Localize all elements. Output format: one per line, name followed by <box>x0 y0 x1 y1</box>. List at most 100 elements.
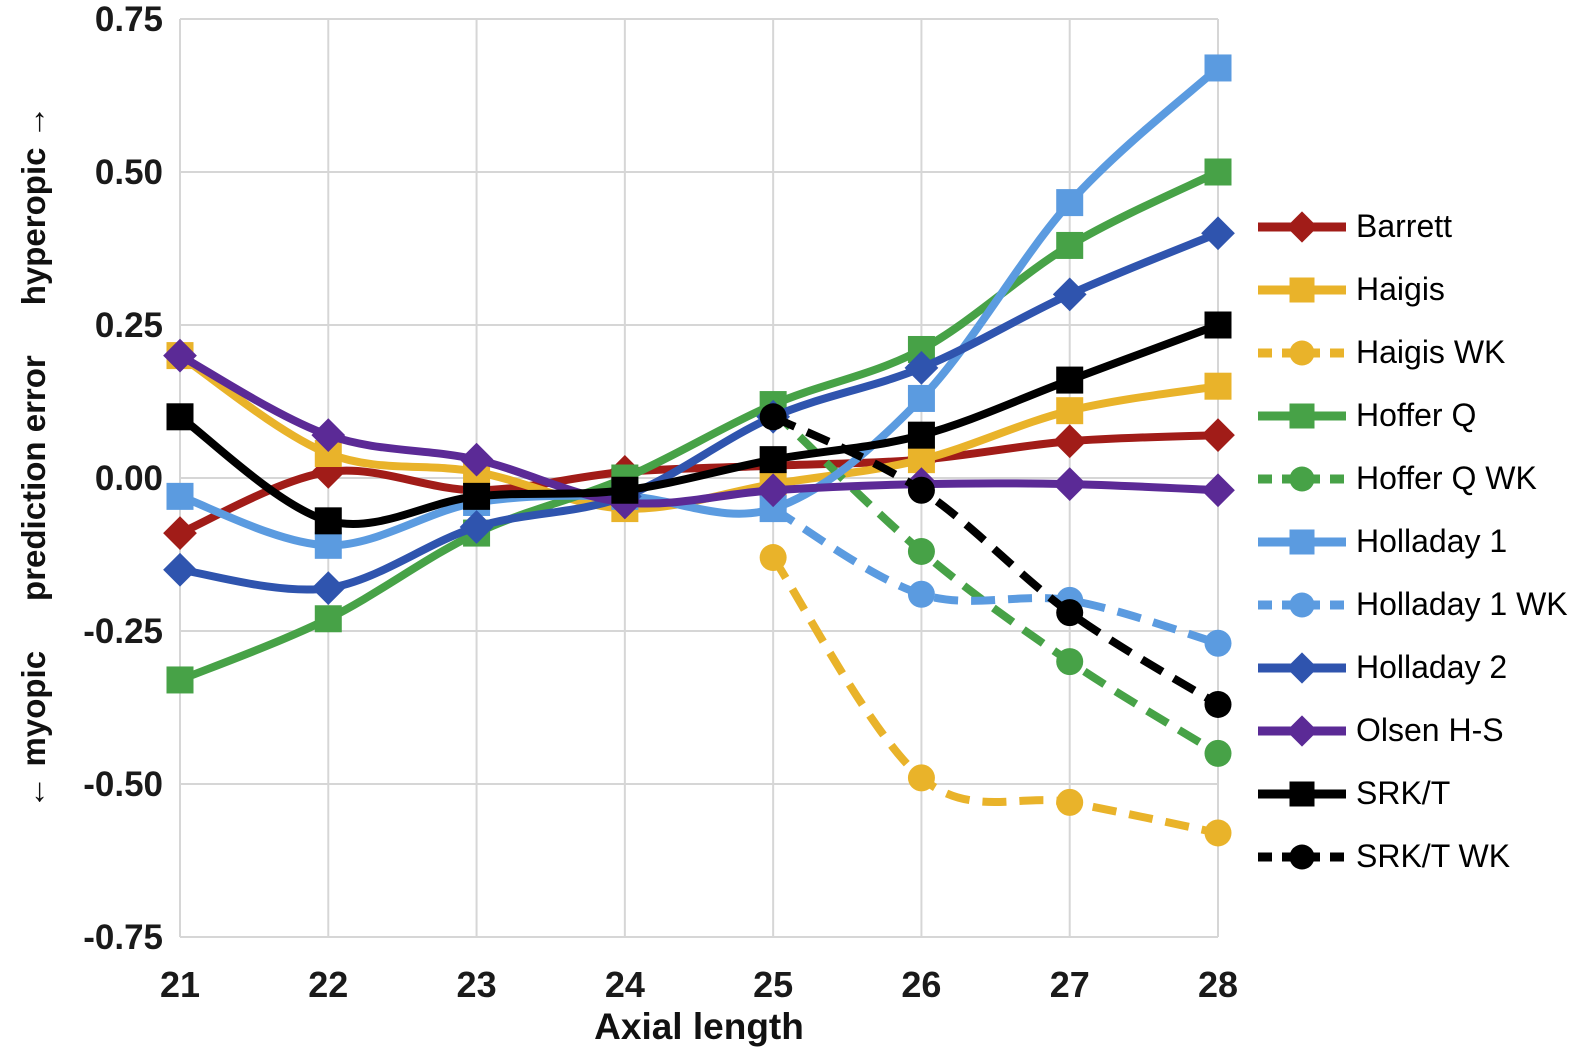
marker-circle <box>1056 599 1084 627</box>
legend-label-haigis-wk: Haigis WK <box>1356 334 1506 370</box>
legend-item-haigis: Haigis <box>1256 258 1568 321</box>
marker-square <box>166 666 194 694</box>
marker-circle <box>759 544 787 572</box>
marker-circle <box>1289 592 1315 617</box>
x-tick-label: 22 <box>308 964 348 1005</box>
marker-diamond <box>1201 216 1235 251</box>
marker-square <box>166 403 194 431</box>
marker-diamond <box>1052 277 1087 312</box>
legend-swatch-srk-t <box>1258 781 1346 806</box>
marker-circle <box>1204 690 1232 718</box>
y-tick-label: 0.75 <box>95 0 163 39</box>
series-line-holladay-2 <box>179 229 1220 594</box>
legend-label-hoffer-q-wk: Hoffer Q WK <box>1356 460 1537 496</box>
legend-label-srk-t: SRK/T <box>1356 775 1451 811</box>
x-tick-label: 23 <box>457 964 497 1005</box>
legend-swatch-srk-t-wk <box>1258 844 1346 869</box>
marker-square <box>463 482 491 510</box>
legend-item-srk-t-wk: SRK/T WK <box>1256 825 1568 888</box>
marker-square <box>1204 311 1232 339</box>
marker-circle <box>907 764 935 792</box>
x-tick-label: 25 <box>753 964 793 1005</box>
marker-diamond <box>756 473 791 508</box>
marker-diamond <box>1201 473 1235 508</box>
legend-item-holladay-1-wk: Holladay 1 WK <box>1256 573 1568 636</box>
legend-swatch-holladay-1 <box>1258 529 1346 554</box>
marker-circle <box>1289 844 1315 869</box>
marker-square <box>1289 403 1315 428</box>
marker-diamond <box>459 510 494 544</box>
series-line-hoffer-q-wk <box>770 407 1221 757</box>
marker-circle <box>1204 629 1232 657</box>
marker-square <box>314 605 342 633</box>
y-tick-label: 0.50 <box>95 153 163 192</box>
marker-diamond <box>311 571 346 606</box>
x-tick-label: 21 <box>160 964 200 1005</box>
series-line-hoffer-q <box>178 168 1220 684</box>
marker-diamond <box>1201 418 1235 453</box>
series-line-haigis-wk <box>769 555 1219 837</box>
y-tick-label: 0.00 <box>95 459 163 498</box>
legend-label-hoffer-q: Hoffer Q <box>1356 397 1477 433</box>
y-axis-label-myopic: ← myopic <box>15 650 52 809</box>
marker-diamond <box>163 338 197 373</box>
y-tick-label: -0.75 <box>83 918 163 957</box>
x-tick-label: 27 <box>1050 964 1090 1005</box>
legend-swatch-hoffer-q <box>1258 403 1346 428</box>
legend-item-olsen-h-s: Olsen H-S <box>1256 699 1568 762</box>
marker-square <box>1204 54 1232 82</box>
marker-square <box>1056 231 1084 259</box>
marker-square <box>907 384 935 412</box>
series-line-srk-t <box>177 321 1220 528</box>
marker-square <box>1204 372 1232 400</box>
marker-circle <box>907 537 935 565</box>
x-tick-label: 28 <box>1198 964 1238 1005</box>
marker-square <box>907 421 935 449</box>
series-line-holladay-1-wk <box>771 505 1220 648</box>
legend-item-hoffer-q: Hoffer Q <box>1256 384 1568 447</box>
legend-item-holladay-2: Holladay 2 <box>1256 636 1568 699</box>
legend-label-holladay-1-wk: Holladay 1 WK <box>1356 586 1568 622</box>
marker-diamond <box>1052 467 1087 501</box>
marker-diamond <box>1286 651 1318 684</box>
marker-diamond <box>904 350 939 385</box>
marker-circle <box>1289 340 1315 365</box>
legend-item-srk-t: SRK/T <box>1256 762 1568 825</box>
legend-label-srk-t-wk: SRK/T WK <box>1356 838 1511 874</box>
marker-square <box>1289 277 1315 302</box>
marker-circle <box>907 580 935 608</box>
marker-circle <box>759 403 787 431</box>
marker-diamond <box>163 516 197 550</box>
marker-diamond <box>1286 714 1318 747</box>
marker-circle <box>1204 819 1232 847</box>
legend-swatch-olsen-h-s <box>1258 714 1346 747</box>
marker-circle <box>1056 648 1084 676</box>
legend-swatch-hoffer-q-wk <box>1258 466 1346 491</box>
marker-square <box>1056 397 1084 425</box>
marker-square <box>314 507 342 535</box>
marker-square <box>314 531 342 559</box>
series-line-barrett <box>178 431 1219 537</box>
marker-square <box>1289 781 1315 806</box>
y-tick-label: 0.25 <box>95 306 163 345</box>
marker-diamond <box>311 418 346 453</box>
marker-square <box>1056 366 1084 394</box>
legend-item-hoffer-q-wk: Hoffer Q WK <box>1256 447 1568 510</box>
legend-label-holladay-2: Holladay 2 <box>1356 649 1508 685</box>
legend-swatch-holladay-1-wk <box>1258 592 1346 617</box>
legend-swatch-haigis-wk <box>1258 340 1346 365</box>
y-axis-label-hyperopic: hyperopic → <box>15 105 52 306</box>
legend-label-holladay-1: Holladay 1 <box>1356 523 1508 559</box>
x-axis-title: Axial length <box>594 1006 804 1047</box>
marker-diamond <box>1286 210 1318 243</box>
x-tick-label: 24 <box>605 964 645 1005</box>
legend-item-holladay-1: Holladay 1 <box>1256 510 1568 573</box>
legend-label-olsen-h-s: Olsen H-S <box>1356 712 1504 748</box>
y-tick-label: -0.50 <box>83 765 163 804</box>
marker-circle <box>1056 788 1084 816</box>
legend-swatch-holladay-2 <box>1258 651 1346 684</box>
series-line-srk-t-wk <box>771 413 1221 708</box>
marker-circle <box>907 476 935 504</box>
marker-square <box>759 446 787 474</box>
